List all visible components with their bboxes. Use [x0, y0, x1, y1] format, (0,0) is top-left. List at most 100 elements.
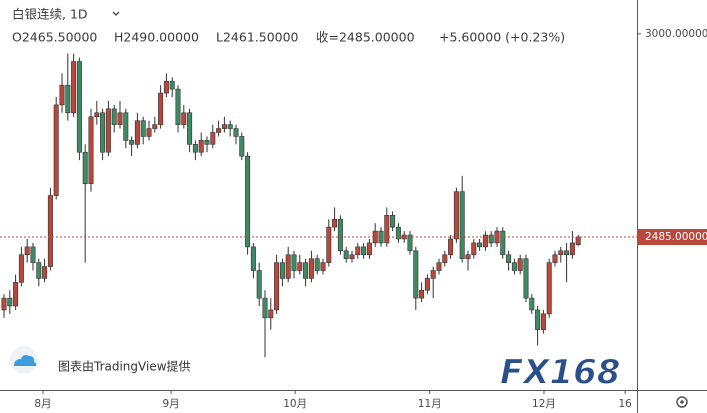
candle-body: [459, 191, 465, 259]
candle-body: [506, 254, 512, 263]
candle-body: [169, 80, 175, 90]
candle-body: [100, 112, 106, 153]
candle-body: [146, 128, 152, 137]
interval-dropdown[interactable]: [112, 11, 120, 16]
candle-body: [564, 250, 570, 256]
candle-body: [395, 226, 401, 240]
candle-body: [65, 84, 71, 114]
candle-body: [343, 250, 349, 259]
ohlc-value: +5.60000 (+0.23%): [439, 30, 565, 45]
candle-body: [24, 246, 30, 256]
candle-body: [471, 242, 477, 256]
last-price-label: 2485.00000: [645, 231, 707, 243]
candle-body: [187, 112, 193, 145]
candle-body: [36, 262, 42, 279]
attribution[interactable]: 图表由TradingView提供: [58, 359, 191, 374]
x-tick-label: 11月: [418, 398, 442, 410]
candle-body: [453, 191, 459, 240]
candle-body: [129, 140, 135, 145]
chart-title[interactable]: 白银连续, 1D: [12, 7, 88, 22]
candle-body: [465, 254, 471, 259]
candle-body: [575, 236, 581, 245]
candle-body: [18, 254, 24, 283]
x-tick-label: 10月: [283, 398, 307, 410]
candle-body: [361, 246, 367, 256]
candle-body: [198, 140, 204, 153]
candle-body: [158, 92, 164, 125]
candle-body: [477, 242, 483, 248]
candle-body: [279, 262, 285, 279]
candle-body: [413, 250, 419, 299]
candle-body: [221, 124, 227, 129]
candle-body: [250, 246, 256, 271]
logo: FX168: [500, 353, 620, 393]
candle-body: [163, 80, 169, 94]
candle-body: [303, 262, 309, 279]
candle-body: [181, 112, 187, 125]
candle-body: [82, 151, 88, 185]
candle-body: [535, 309, 541, 330]
candle-body: [332, 218, 338, 228]
candle-body: [233, 128, 239, 137]
candle-body: [216, 128, 222, 133]
ohlc-value: O2465.50000: [12, 30, 97, 45]
candle-body: [88, 116, 94, 185]
candle-body: [390, 215, 396, 228]
candle-body: [42, 266, 48, 279]
candle-body: [488, 234, 494, 244]
candle-body: [76, 61, 82, 153]
candle-body: [546, 262, 552, 315]
candle-body: [326, 226, 332, 263]
candle-body: [123, 112, 129, 141]
candle-body: [227, 124, 233, 129]
candle-body: [291, 254, 297, 271]
candle-body: [210, 132, 216, 145]
y-tick-label: 3000.00000: [645, 28, 707, 40]
candle-body: [297, 262, 303, 271]
candle-body: [13, 282, 19, 307]
candle-body: [517, 258, 523, 271]
candle-body: [482, 234, 488, 248]
x-tick-label: 9月: [162, 398, 179, 410]
x-tick-label: 8月: [34, 398, 51, 410]
candle-body: [47, 195, 53, 267]
candle-body: [134, 120, 140, 145]
candle-body: [355, 246, 361, 256]
candle-body: [1, 297, 7, 311]
ohlc-value: H2490.00000: [114, 30, 199, 45]
candle-body: [314, 258, 320, 271]
candle-body: [192, 144, 198, 153]
candle-body: [262, 297, 268, 319]
candle-body: [523, 258, 529, 299]
settings-icon[interactable]: [676, 396, 688, 408]
candle-body: [448, 238, 454, 256]
candle-body: [424, 278, 430, 291]
candle-body: [436, 262, 442, 271]
candle-body: [419, 289, 425, 299]
candle-body: [430, 270, 436, 279]
candle-body: [540, 313, 546, 330]
candle-body: [30, 246, 36, 263]
candle-body: [256, 270, 262, 299]
ohlc-header: O2465.50000 H2490.00000 L2461.50000 收=2485.…: [12, 30, 565, 45]
candle-body: [407, 234, 413, 252]
ohlc-value: 收=2485.00000: [316, 30, 415, 45]
candle-body: [529, 297, 535, 311]
candle-body: [511, 262, 517, 271]
candle-body: [500, 230, 506, 256]
candle-body: [152, 124, 158, 129]
candle-body: [239, 136, 245, 157]
candle-body: [274, 262, 280, 311]
candle-body: [71, 61, 77, 114]
candle-body: [105, 108, 111, 153]
candle-body: [337, 218, 343, 252]
candle-body: [308, 258, 314, 279]
candle-body: [349, 254, 355, 259]
candle-body: [117, 112, 123, 125]
candle-body: [245, 155, 251, 248]
candle-body: [204, 140, 210, 145]
candle-body: [94, 112, 100, 118]
candle-body: [268, 309, 274, 319]
candle-body: [53, 104, 59, 196]
